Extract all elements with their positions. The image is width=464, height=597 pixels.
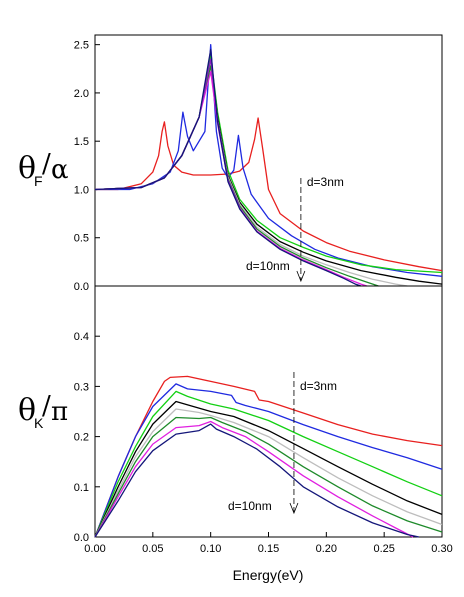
bottom-y-axis: 0.0 0.1 0.2 0.3 0.4 [74, 331, 100, 544]
top-y-tick-label: 0.0 [74, 281, 89, 293]
bottom-annotation-arrow-head [289, 502, 299, 515]
top-y-axis-label: θ F / α [18, 149, 69, 189]
bottom-series-navy-line [94, 423, 420, 538]
bottom-annotation: d=3nm d=10nm [228, 372, 337, 515]
top-y-tick-label: 2.0 [74, 88, 89, 100]
x-tick-label: 0.25 [373, 543, 394, 555]
top-y-tick-label: 1.5 [74, 136, 89, 148]
x-tick-label: 0.05 [142, 543, 163, 555]
top-y-tick-label: 2.5 [74, 40, 89, 52]
bottom-y-tick-label: 0.3 [74, 381, 89, 393]
bottom-series-lines [94, 375, 443, 538]
bottom-ylabel-slash: / [42, 391, 51, 421]
bottom-ylabel-subscript: K [34, 415, 44, 431]
top-plot-frame [94, 34, 443, 287]
top-annotation-arrow-head [296, 270, 306, 283]
top-series-lines [94, 44, 443, 287]
x-axis-title: Energy(eV) [233, 567, 304, 583]
x-tick-label: 0.10 [200, 543, 221, 555]
top-annotation-d10: d=10nm [246, 259, 290, 273]
bottom-series-magenta-line [94, 420, 414, 538]
bottom-y-tick-label: 0.0 [74, 532, 89, 544]
top-series-navy-line [94, 48, 362, 287]
bottom-x-axis: 0.00 0.05 0.10 0.15 0.20 0.25 0.30 [84, 532, 453, 555]
top-y-tick-label: 0.5 [74, 233, 89, 245]
bottom-y-axis-label: θ K / π [18, 391, 68, 431]
x-tick-label: 0.30 [431, 543, 452, 555]
top-ylabel-subscript: F [34, 173, 43, 189]
top-series-black-line [94, 60, 443, 285]
top-y-axis: 0.0 0.5 1.0 1.5 2.0 2.5 [74, 40, 100, 293]
top-ylabel-alpha: α [51, 155, 69, 185]
bottom-series-black-line [94, 400, 443, 538]
bottom-panel: 0.0 0.1 0.2 0.3 0.4 0.00 0.05 0.10 0.15 0.20 0.25… [18, 285, 453, 583]
top-annotation: d=3nm d=10nm [246, 175, 344, 283]
bottom-series-blue-line [94, 383, 443, 538]
bottom-series-darkgreen-line [94, 416, 443, 538]
x-tick-label: 0.00 [84, 543, 105, 555]
top-series-gray-line [94, 63, 408, 287]
bottom-y-tick-label: 0.1 [74, 482, 89, 494]
bottom-y-tick-label: 0.4 [74, 331, 89, 343]
bottom-y-tick-label: 0.2 [74, 432, 89, 444]
top-ylabel-slash: / [42, 149, 51, 179]
top-annotation-d3: d=3nm [307, 175, 344, 189]
top-series-purple-line [94, 58, 241, 208]
x-tick-label: 0.20 [316, 543, 337, 555]
top-series-blue-line [95, 44, 443, 277]
x-tick-label: 0.15 [258, 543, 279, 555]
bottom-series-gray-line [94, 408, 443, 538]
top-panel: 0.0 0.5 1.0 1.5 2.0 2.5 d=3nm d=10nm θ F / α [18, 34, 443, 293]
bottom-ylabel-pi: π [51, 397, 68, 427]
bottom-series-green-line [94, 390, 443, 538]
top-ylabel-theta: θ [18, 151, 36, 186]
top-series-red-line [95, 117, 443, 272]
bottom-ylabel-theta: θ [18, 393, 36, 428]
top-y-tick-label: 1.0 [74, 184, 89, 196]
bottom-annotation-d3: d=3nm [300, 379, 337, 393]
bottom-annotation-d10: d=10nm [228, 499, 272, 513]
